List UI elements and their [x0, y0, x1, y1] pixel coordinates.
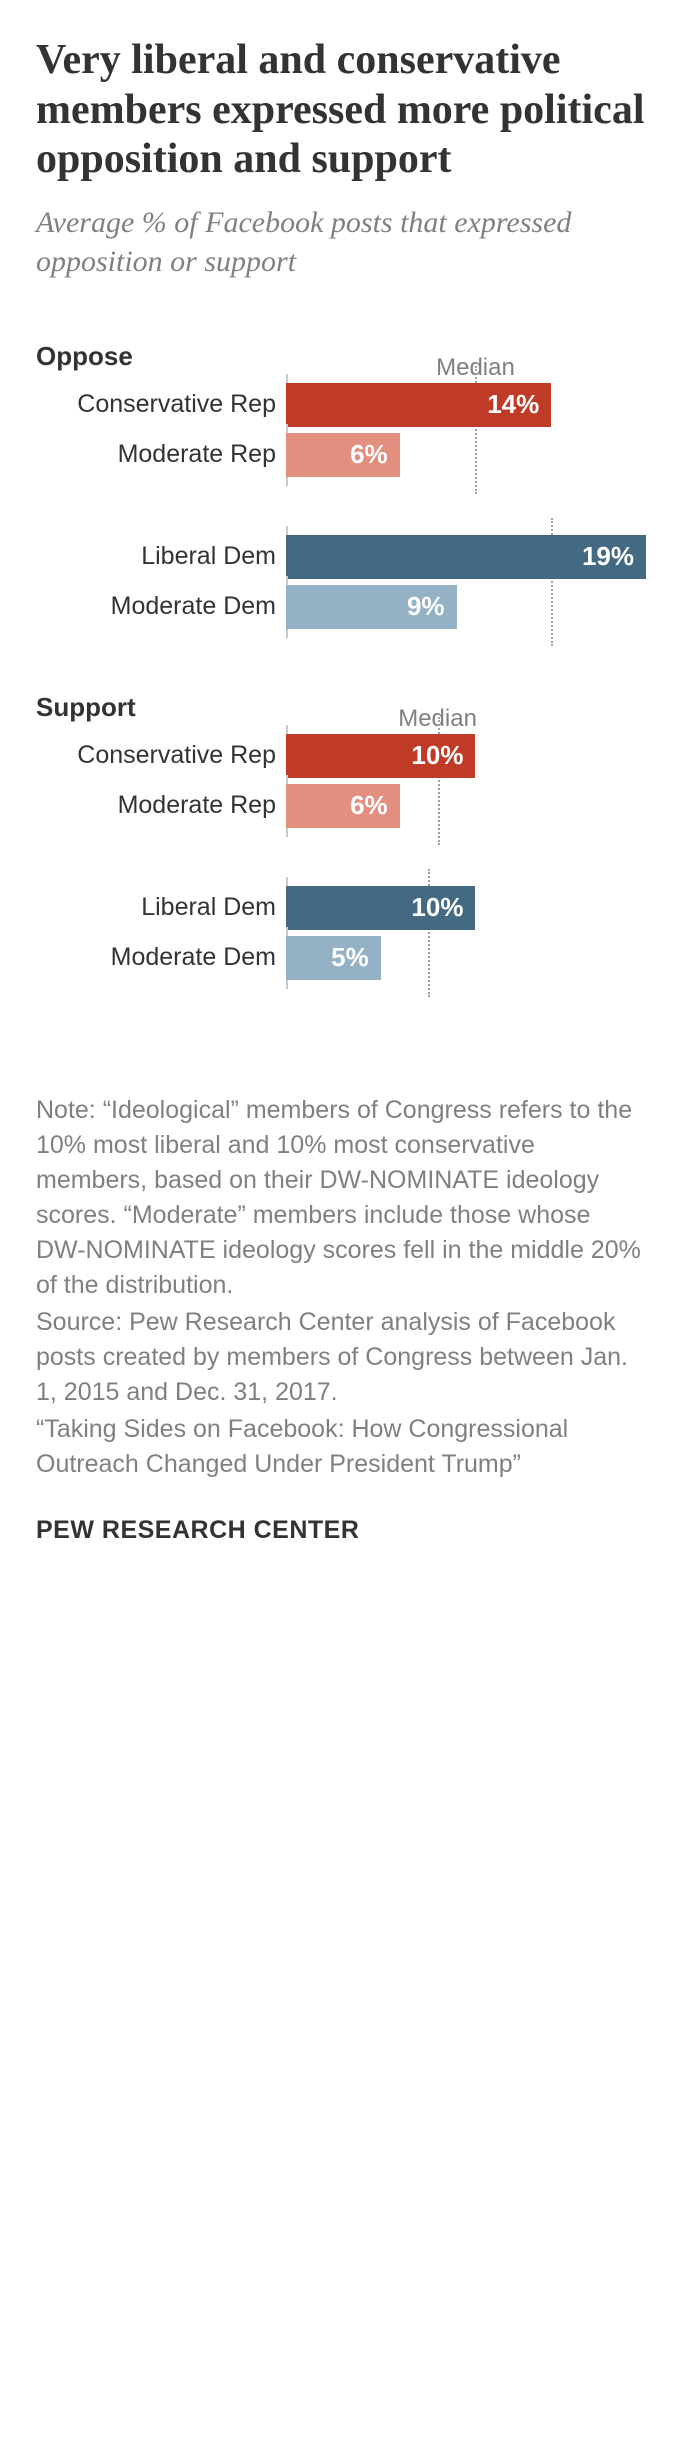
bar-group: Conservative Rep 14% Moderate Rep 6%: [36, 380, 646, 480]
bar-value: 10%: [411, 740, 475, 771]
attribution: PEW RESEARCH CENTER: [36, 1516, 646, 1545]
bar: 9%: [286, 585, 457, 629]
bar: 19%: [286, 535, 646, 579]
row-label: Moderate Rep: [36, 440, 286, 469]
bar-value: 9%: [407, 591, 457, 622]
note-text: Note: “Ideological” members of Congress …: [36, 1093, 646, 1303]
bar-row: Liberal Dem 19%: [36, 532, 646, 582]
bar-row: Conservative Rep 14%: [36, 380, 646, 430]
row-label: Liberal Dem: [36, 542, 286, 571]
bar-track: 9%: [286, 582, 646, 632]
bar-row: Moderate Rep 6%: [36, 781, 646, 831]
row-label: Liberal Dem: [36, 893, 286, 922]
bar-track: 10%: [286, 731, 646, 781]
bar: 14%: [286, 383, 551, 427]
bar-value: 10%: [411, 892, 475, 923]
bar-group: Liberal Dem 19% Moderate Dem 9%: [36, 532, 646, 632]
bar: 6%: [286, 784, 400, 828]
section-label: Support: [36, 692, 286, 723]
bar-value: 6%: [350, 439, 400, 470]
chart-container: OpposeMedianConservative Rep14%Moderate …: [36, 341, 646, 983]
bar-track: 6%: [286, 781, 646, 831]
chart-section: OpposeMedianConservative Rep14%Moderate …: [36, 341, 646, 632]
chart-title: Very liberal and conservative members ex…: [36, 36, 646, 185]
bar-row: Moderate Dem 5%: [36, 933, 646, 983]
row-label: Moderate Rep: [36, 791, 286, 820]
bar-row: Moderate Dem 9%: [36, 582, 646, 632]
bar-track: 14%: [286, 380, 646, 430]
bar-group: Liberal Dem 10% Moderate Dem 5%: [36, 883, 646, 983]
bar: 10%: [286, 734, 475, 778]
bar-row: Moderate Rep 6%: [36, 430, 646, 480]
bar-value: 6%: [350, 790, 400, 821]
bar-track: 6%: [286, 430, 646, 480]
section-label: Oppose: [36, 341, 286, 372]
source-text: Source: Pew Research Center analysis of …: [36, 1305, 646, 1410]
bar-value: 19%: [582, 541, 646, 572]
chart-subtitle: Average % of Facebook posts that express…: [36, 203, 646, 281]
row-label: Conservative Rep: [36, 390, 286, 419]
bar-group: Conservative Rep 10% Moderate Rep 6%: [36, 731, 646, 831]
bar-row: Conservative Rep 10%: [36, 731, 646, 781]
row-label: Conservative Rep: [36, 741, 286, 770]
bar-track: 19%: [286, 532, 646, 582]
bar: 10%: [286, 886, 475, 930]
bar: 6%: [286, 433, 400, 477]
bar-value: 14%: [487, 389, 551, 420]
report-text: “Taking Sides on Facebook: How Congressi…: [36, 1412, 646, 1482]
bar-value: 5%: [331, 942, 381, 973]
chart-section: SupportMedianConservative Rep10%Moderate…: [36, 692, 646, 983]
bar: 5%: [286, 936, 381, 980]
bar-track: 10%: [286, 883, 646, 933]
row-label: Moderate Dem: [36, 943, 286, 972]
bar-row: Liberal Dem 10%: [36, 883, 646, 933]
bar-track: 5%: [286, 933, 646, 983]
footer-block: Note: “Ideological” members of Congress …: [36, 1093, 646, 1482]
row-label: Moderate Dem: [36, 592, 286, 621]
